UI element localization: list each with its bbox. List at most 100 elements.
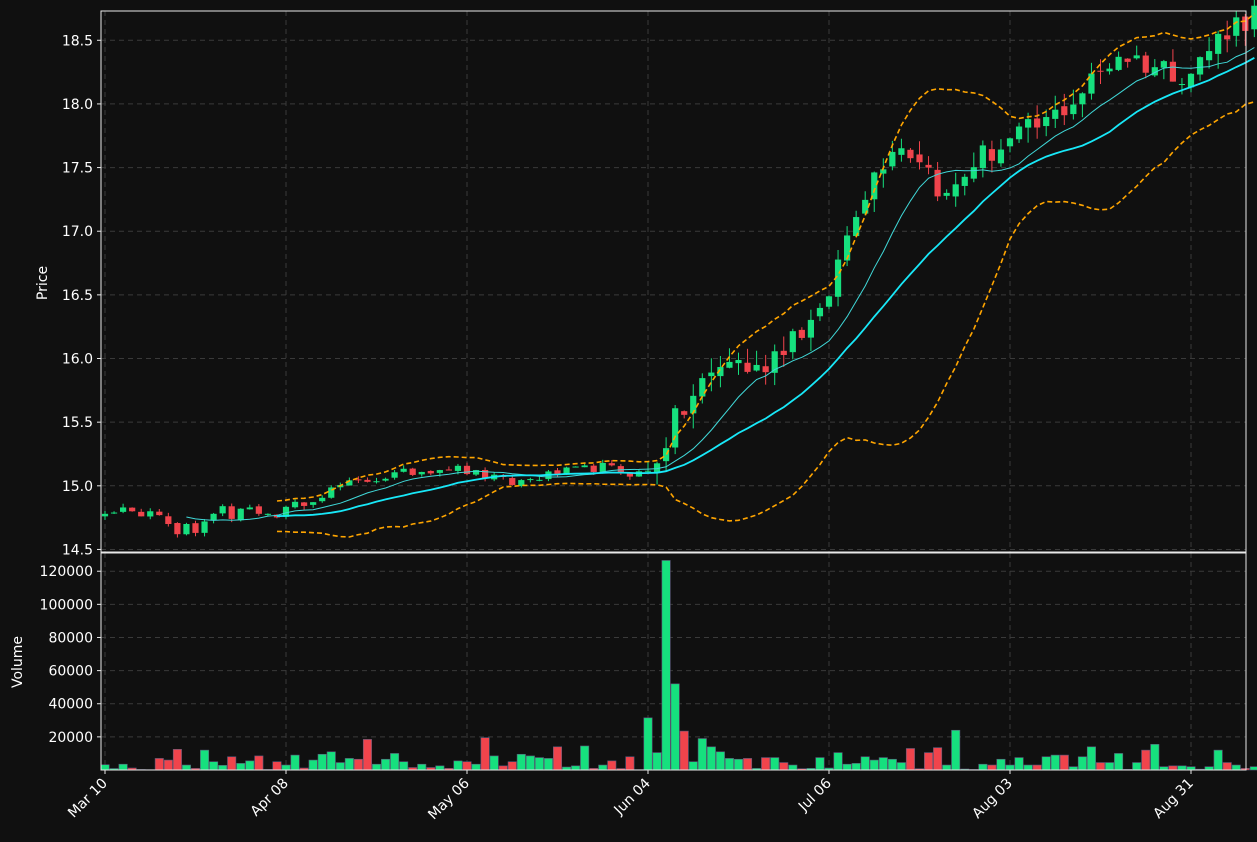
volume-bar bbox=[525, 755, 535, 771]
price-tick-label: 18.0 bbox=[62, 97, 93, 113]
candles bbox=[101, 0, 1257, 538]
candle bbox=[120, 507, 127, 512]
volume-bar bbox=[842, 763, 852, 771]
candle bbox=[988, 149, 995, 161]
volume-bar bbox=[761, 757, 771, 771]
volume-bar bbox=[887, 758, 897, 771]
candle bbox=[771, 351, 778, 373]
volume-bar bbox=[480, 737, 490, 771]
volume-bar bbox=[543, 758, 553, 771]
candle bbox=[1187, 73, 1195, 88]
candle bbox=[1151, 67, 1158, 76]
volume-bar bbox=[625, 756, 635, 771]
volume-bar bbox=[272, 761, 282, 771]
candle bbox=[246, 507, 253, 510]
volume-bar bbox=[697, 738, 707, 771]
candle bbox=[898, 148, 905, 155]
volume-tick-label: 80000 bbox=[48, 630, 93, 646]
volume-bar bbox=[1096, 762, 1106, 771]
candle bbox=[509, 478, 516, 485]
volume-tick-label: 20000 bbox=[48, 730, 93, 746]
price-panel bbox=[101, 11, 1246, 552]
candle bbox=[970, 167, 977, 179]
candle bbox=[1034, 118, 1041, 128]
price-y-ticks: 14.5 15.0 15.5 16.0 16.5 17.0 17.5 18.0 18.5 bbox=[62, 33, 101, 558]
volume-bar bbox=[227, 756, 237, 771]
volume-bar bbox=[869, 759, 879, 771]
volume-bar bbox=[833, 752, 843, 771]
volume-axis-label: Volume bbox=[10, 636, 26, 688]
candle bbox=[952, 184, 959, 197]
candle bbox=[934, 169, 941, 197]
candle bbox=[228, 506, 235, 519]
candle bbox=[943, 192, 950, 196]
volume-bar bbox=[580, 745, 590, 771]
volume-bar bbox=[733, 758, 743, 771]
candle bbox=[174, 523, 181, 535]
volume-bar bbox=[1141, 749, 1151, 771]
candle bbox=[1043, 117, 1050, 127]
price-tick-label: 15.0 bbox=[62, 479, 93, 495]
volume-bar bbox=[1231, 764, 1241, 771]
candle bbox=[871, 172, 878, 200]
volume-bar bbox=[281, 764, 291, 771]
volume-bar bbox=[607, 760, 617, 771]
candle bbox=[472, 470, 480, 475]
volume-bar bbox=[1105, 762, 1115, 771]
volume-bar bbox=[1005, 764, 1015, 771]
candle bbox=[1142, 55, 1149, 73]
candle bbox=[853, 217, 860, 237]
candle bbox=[1251, 5, 1257, 30]
x-tick-label: May 06 bbox=[425, 775, 473, 823]
candle bbox=[328, 487, 335, 498]
volume-bar bbox=[978, 763, 988, 771]
candle bbox=[192, 523, 199, 533]
candle bbox=[880, 169, 887, 174]
volume-bar bbox=[308, 759, 318, 771]
candle bbox=[563, 467, 570, 475]
candle bbox=[581, 465, 588, 468]
volume-bar bbox=[851, 763, 861, 771]
volume-bar bbox=[951, 729, 961, 771]
candle bbox=[183, 523, 190, 535]
candle bbox=[282, 506, 290, 517]
volume-bar bbox=[643, 717, 653, 771]
volume-bar bbox=[353, 758, 363, 771]
volume-bar bbox=[1050, 754, 1060, 771]
overlays bbox=[186, 13, 1255, 538]
volume-bar bbox=[344, 758, 354, 771]
volume-tick-label: 60000 bbox=[48, 664, 93, 680]
volume-bar bbox=[417, 763, 427, 771]
volume-bar bbox=[661, 560, 671, 771]
price-tick-label: 14.5 bbox=[62, 542, 93, 558]
volume-bar bbox=[1086, 746, 1096, 771]
candle bbox=[110, 512, 118, 514]
volume-bar bbox=[1249, 766, 1257, 771]
candle bbox=[1097, 70, 1104, 72]
volume-bar bbox=[878, 757, 888, 771]
volume-bar bbox=[1222, 762, 1232, 771]
candle bbox=[608, 463, 615, 466]
candle bbox=[735, 359, 742, 364]
candle bbox=[789, 331, 796, 353]
volume-bar bbox=[181, 764, 191, 771]
volume-bar bbox=[254, 755, 264, 771]
volume-bar bbox=[100, 764, 110, 771]
candle bbox=[762, 366, 769, 373]
candle bbox=[418, 471, 425, 475]
candle bbox=[147, 511, 154, 517]
volume-bar bbox=[1041, 756, 1051, 771]
candle bbox=[672, 408, 679, 448]
candle bbox=[291, 501, 299, 508]
candle bbox=[310, 502, 317, 505]
candle bbox=[101, 513, 109, 517]
volume-bar bbox=[1077, 756, 1087, 771]
candle bbox=[961, 176, 968, 186]
volume-bar bbox=[1059, 754, 1069, 771]
volume-bar bbox=[471, 763, 481, 771]
ma-fast-line bbox=[186, 47, 1255, 521]
candle bbox=[201, 521, 208, 533]
candle bbox=[355, 479, 362, 481]
candle bbox=[1233, 17, 1240, 36]
